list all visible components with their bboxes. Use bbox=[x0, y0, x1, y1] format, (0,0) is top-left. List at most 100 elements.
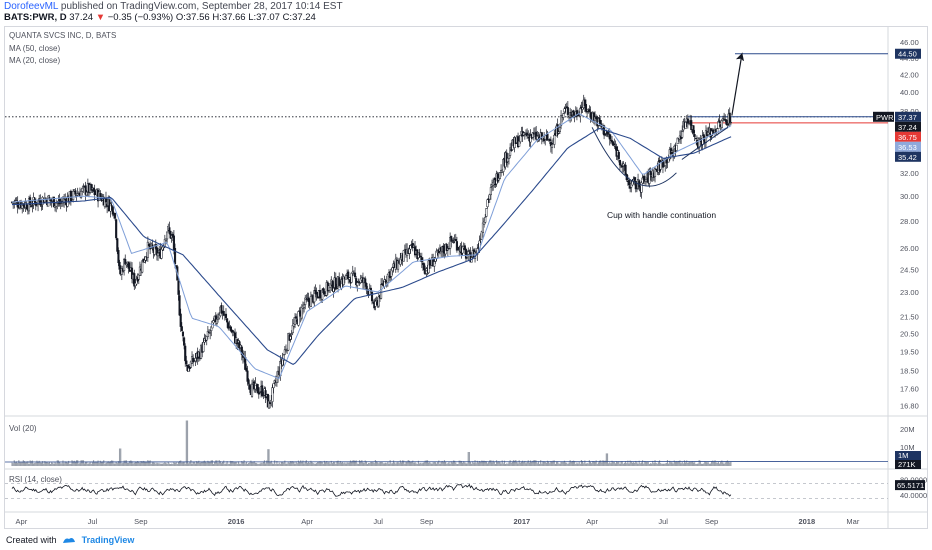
volume-bar bbox=[134, 461, 137, 466]
candle-body bbox=[640, 182, 643, 193]
volume-bar bbox=[314, 463, 317, 466]
candle-body bbox=[172, 235, 175, 250]
volume-bar bbox=[490, 460, 492, 466]
volume-bar bbox=[660, 463, 662, 466]
volume-bar bbox=[354, 460, 356, 466]
candle-body bbox=[498, 172, 501, 179]
volume-bar bbox=[643, 463, 645, 466]
volume-bar bbox=[494, 463, 497, 466]
volume-bar bbox=[502, 463, 504, 466]
volume-bar bbox=[192, 461, 194, 466]
volume-bar bbox=[480, 461, 482, 466]
volume-bar bbox=[44, 461, 46, 466]
volume-bar bbox=[680, 463, 682, 466]
candle-body bbox=[728, 112, 731, 123]
volume-bar bbox=[189, 462, 191, 466]
volume-bar bbox=[483, 460, 485, 466]
price-label: 37.37 bbox=[898, 113, 917, 122]
volume-bar bbox=[665, 463, 667, 466]
volume-bar bbox=[131, 461, 133, 466]
candle-body bbox=[146, 241, 149, 258]
volume-bar bbox=[313, 463, 315, 466]
candle-body bbox=[297, 311, 300, 326]
volume-bar bbox=[481, 460, 483, 466]
candle-body bbox=[210, 326, 213, 331]
candle-body bbox=[40, 205, 43, 207]
candle-body bbox=[698, 138, 701, 149]
volume-bar bbox=[337, 460, 339, 466]
candle-body bbox=[550, 144, 554, 148]
volume-bar bbox=[274, 460, 276, 466]
volume-bar bbox=[497, 461, 499, 466]
volume-bar bbox=[382, 463, 384, 466]
y-tick-label: 23.00 bbox=[900, 288, 919, 297]
volume-bar bbox=[29, 460, 31, 466]
volume-bar bbox=[145, 461, 147, 466]
volume-bar bbox=[280, 461, 283, 466]
volume-bar bbox=[317, 461, 319, 466]
target-arrow-head bbox=[735, 52, 744, 61]
volume-bar bbox=[551, 461, 553, 466]
volume-bar bbox=[79, 463, 81, 466]
volume-bar bbox=[671, 462, 673, 466]
volume-bar bbox=[81, 460, 83, 466]
volume-bar bbox=[168, 463, 170, 466]
candle-body bbox=[173, 248, 177, 265]
candle-body bbox=[452, 241, 455, 243]
volume-bar bbox=[62, 460, 64, 466]
volume-bar bbox=[231, 461, 233, 466]
volume-bar bbox=[459, 460, 461, 466]
footer-brand[interactable]: TradingView bbox=[81, 535, 135, 545]
volume-bar bbox=[406, 461, 408, 466]
volume-bar bbox=[587, 463, 589, 466]
volume-bar bbox=[392, 460, 395, 466]
volume-bar bbox=[94, 462, 96, 466]
price-label: 37.24 bbox=[898, 123, 917, 132]
volume-bar bbox=[238, 463, 241, 466]
volume-bar bbox=[52, 462, 54, 466]
volume-bar bbox=[558, 463, 560, 466]
volume-bar bbox=[544, 461, 546, 466]
volume-bar bbox=[41, 461, 44, 466]
volume-bar bbox=[51, 462, 53, 466]
volume-bar bbox=[358, 460, 361, 466]
volume-bar bbox=[373, 463, 375, 466]
volume-bar bbox=[124, 460, 126, 466]
volume-bar bbox=[18, 460, 20, 466]
volume-bar bbox=[269, 461, 271, 466]
volume-bar bbox=[466, 463, 468, 466]
candle-body bbox=[670, 150, 674, 153]
author-link[interactable]: DorofeevML bbox=[4, 1, 59, 12]
y-tick-label: 18.50 bbox=[900, 367, 919, 376]
volume-bar bbox=[171, 463, 173, 466]
candle-body bbox=[224, 313, 228, 318]
volume-bar bbox=[225, 463, 227, 466]
candle-body bbox=[298, 310, 301, 312]
y-tick-label: 20.50 bbox=[900, 330, 919, 339]
volume-bar bbox=[148, 461, 150, 466]
volume-bar bbox=[588, 460, 590, 466]
candle-body bbox=[310, 294, 314, 296]
volume-bar bbox=[223, 460, 225, 466]
candle-body bbox=[446, 248, 449, 251]
candle-body bbox=[181, 331, 185, 337]
volume-bar bbox=[250, 460, 252, 466]
volume-bar bbox=[674, 461, 677, 466]
chart-frame[interactable] bbox=[4, 26, 928, 529]
volume-bar bbox=[43, 463, 45, 466]
x-tick-label: 2016 bbox=[228, 517, 245, 526]
volume-bar bbox=[430, 463, 432, 466]
volume-bar bbox=[128, 463, 130, 466]
volume-bar bbox=[262, 461, 264, 466]
volume-bar bbox=[323, 460, 326, 466]
candle-body bbox=[250, 383, 254, 397]
volume-bar bbox=[209, 461, 211, 466]
volume-bar bbox=[57, 460, 60, 466]
volume-bar bbox=[159, 463, 161, 466]
volume-bar bbox=[421, 463, 423, 466]
volume-bar bbox=[279, 463, 281, 466]
volume-bar bbox=[425, 460, 427, 466]
volume-bar bbox=[109, 461, 112, 466]
volume-bar bbox=[529, 460, 532, 466]
